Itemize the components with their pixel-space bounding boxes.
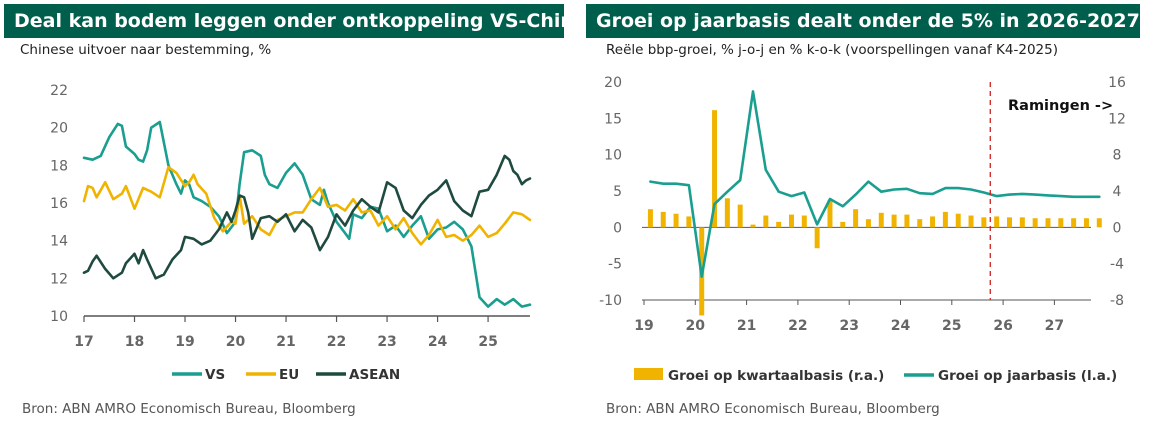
- left-y-tick-label: -5: [608, 257, 622, 273]
- left-chart-subtitle: Chinese uitvoer naar bestemming, %: [20, 42, 272, 58]
- x-tick-label: 22: [788, 318, 807, 334]
- quarterly-growth-bar: [1019, 217, 1025, 228]
- quarterly-growth-bar: [814, 227, 820, 249]
- x-tick-label: 24: [891, 318, 911, 334]
- quarterly-growth-bar: [673, 213, 679, 228]
- left-chart-panel: Deal kan bodem leggen onder ontkoppeling…: [0, 0, 587, 426]
- right-y-tick-label: 12: [1108, 111, 1126, 127]
- right-chart-source: Bron: ABN AMRO Economisch Bureau, Bloomb…: [606, 401, 940, 417]
- quarterly-growth-bar: [865, 219, 871, 228]
- legend-label: Groei op jaarbasis (l.a.): [938, 368, 1117, 384]
- y-tick-label: 16: [50, 196, 68, 212]
- legend-swatch-bars: [634, 368, 663, 380]
- quarterly-growth-bar: [724, 198, 730, 228]
- left-y-tick-label: 0: [613, 220, 622, 236]
- right-y-tick-label: 0: [1113, 220, 1122, 236]
- quarterly-growth-bar: [763, 215, 769, 228]
- x-tick-label: 20: [686, 318, 706, 334]
- quarterly-growth-bar: [686, 216, 692, 228]
- x-tick-label: 21: [276, 334, 295, 350]
- x-tick-label: 25: [478, 334, 497, 350]
- y-tick-label: 12: [50, 271, 68, 287]
- forecast-label: Ramingen ->: [1008, 98, 1113, 114]
- right-chart-panel: Groei op jaarbasis dealt onder de 5% in …: [586, 0, 1146, 426]
- x-tick-label: 22: [327, 334, 346, 350]
- left-chart-source: Bron: ABN AMRO Economisch Bureau, Bloomb…: [22, 401, 356, 417]
- quarterly-growth-bar: [647, 209, 653, 228]
- quarterly-growth-bar: [660, 211, 666, 228]
- quarterly-growth-bar: [853, 209, 859, 228]
- right-y-tick-label: 16: [1108, 75, 1126, 91]
- left-y-tick-label: -10: [599, 293, 622, 309]
- right-y-tick-label: 4: [1113, 184, 1122, 200]
- left-y-tick-label: 20: [604, 75, 622, 91]
- quarterly-growth-bar: [1045, 218, 1051, 228]
- quarterly-growth-bar: [1083, 218, 1089, 228]
- right-y-tick-label: 8: [1113, 148, 1122, 164]
- quarterly-growth-bar: [891, 214, 897, 228]
- quarterly-growth-bar: [1071, 218, 1077, 228]
- right-chart-plot: -10 -5 0 5 10 15 20 -8 -4 0 4 8 12 16 19 20 21 22 23 24 25 26…: [599, 75, 1126, 384]
- quarterly-growth-bar: [712, 110, 718, 228]
- x-tick-label: 24: [428, 334, 448, 350]
- left-chart-title: Deal kan bodem leggen onder ontkoppeling…: [4, 4, 587, 38]
- x-tick-label: 20: [226, 334, 246, 350]
- quarterly-growth-bar: [737, 204, 743, 228]
- left-y-tick-label: 10: [604, 148, 622, 164]
- y-tick-label: 18: [50, 158, 68, 174]
- y-tick-label: 22: [50, 83, 68, 99]
- y-tick-label: 14: [50, 234, 68, 250]
- quarterly-growth-bar: [955, 213, 961, 228]
- x-tick-label: 27: [1045, 318, 1064, 334]
- legend-label: VS: [205, 367, 225, 383]
- x-tick-label: 19: [634, 318, 653, 334]
- x-tick-label: 25: [942, 318, 961, 334]
- yearly-growth-line: [649, 90, 1101, 279]
- x-tick-label: 23: [377, 334, 396, 350]
- quarterly-growth-bar: [981, 217, 987, 228]
- quarterly-growth-bar: [1096, 218, 1102, 228]
- left-y-tick-label: 5: [613, 184, 622, 200]
- quarterly-growth-bar: [750, 224, 756, 228]
- x-tick-label: 26: [993, 318, 1012, 334]
- quarterly-growth-bar: [801, 215, 807, 228]
- y-tick-label: 20: [50, 121, 68, 137]
- right-y-tick-label: -8: [1110, 293, 1124, 309]
- right-y-tick-label: -4: [1110, 257, 1124, 273]
- quarterly-growth-bar: [788, 214, 794, 228]
- quarterly-growth-bar: [776, 221, 782, 228]
- left-chart-plot: 10 12 14 16 18 20 22 17 18 19 20 21 22 23 24 25 VS EU ASEA…: [50, 83, 532, 383]
- left-y-tick-label: 15: [604, 111, 622, 127]
- x-tick-label: 17: [74, 334, 93, 350]
- quarterly-growth-bar: [904, 214, 910, 228]
- quarterly-growth-bar: [930, 216, 936, 228]
- right-chart-subtitle: Reële bbp-groei, % j-o-j en % k-o-k (voo…: [606, 42, 1058, 58]
- legend-label: EU: [279, 367, 299, 383]
- quarterly-growth-bar: [1007, 217, 1013, 228]
- quarterly-growth-bar: [994, 216, 1000, 228]
- right-chart-title: Groei op jaarbasis dealt onder de 5% in …: [586, 4, 1140, 38]
- x-tick-label: 23: [839, 318, 858, 334]
- legend-label: Groei op kwartaalbasis (r.a.): [668, 368, 884, 384]
- quarterly-growth-bar: [1058, 218, 1064, 228]
- quarterly-growth-bar: [968, 215, 974, 228]
- quarterly-growth-bar: [827, 200, 833, 228]
- x-tick-label: 18: [125, 334, 144, 350]
- x-tick-label: 21: [737, 318, 756, 334]
- quarterly-growth-bar: [878, 212, 884, 228]
- x-tick-label: 19: [175, 334, 194, 350]
- quarterly-growth-bar: [840, 221, 846, 228]
- quarterly-growth-bar: [1032, 218, 1038, 228]
- series-line-vs: [82, 120, 532, 308]
- quarterly-growth-bar: [942, 211, 948, 228]
- quarterly-growth-bar: [917, 219, 923, 228]
- series-line-asean: [82, 154, 532, 280]
- y-tick-label: 10: [50, 309, 68, 325]
- legend-label: ASEAN: [349, 367, 400, 383]
